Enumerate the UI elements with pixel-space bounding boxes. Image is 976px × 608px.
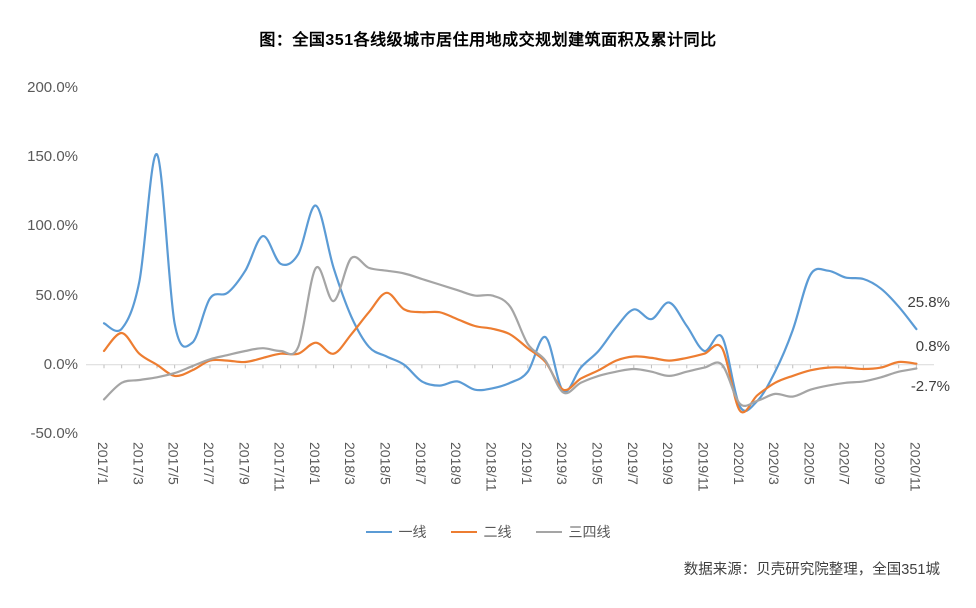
x-tick-label: 2019/11 (695, 442, 712, 492)
y-tick-label: 150.0% (27, 148, 78, 166)
series-line-1 (102, 291, 918, 414)
x-tick-label: 2019/1 (518, 442, 535, 485)
x-tick-label: 2018/11 (483, 442, 500, 492)
source-note: 数据来源：贝壳研究院整理，全国351城 (683, 562, 940, 578)
x-tick-label: 2019/3 (554, 442, 571, 485)
x-tick-label: 2020/3 (766, 442, 783, 485)
x-tick-label: 2020/9 (872, 442, 889, 485)
x-tick-label: 2018/1 (306, 442, 323, 485)
x-tick-label: 2020/7 (836, 442, 853, 485)
x-tick-label: 2019/5 (589, 442, 606, 485)
legend-swatch-icon (535, 530, 562, 534)
legend-swatch-icon (450, 530, 477, 534)
y-tick-label: 200.0% (27, 79, 78, 96)
x-tick-label: 2020/1 (730, 442, 747, 485)
legend-label: 二线 (483, 524, 512, 540)
x-tick-label: 2018/3 (342, 442, 359, 485)
legend-label: 三四线 (568, 524, 611, 540)
x-tick-label: 2017/3 (130, 442, 147, 485)
x-tick-label: 2020/11 (907, 442, 924, 492)
x-tick-label: 2017/1 (95, 442, 111, 485)
series-end-label-tier34: -2.7% (910, 378, 950, 395)
x-tick-label: 2018/9 (448, 442, 465, 485)
x-tick-label: 2017/9 (236, 442, 253, 485)
legend-item-1: 二线 (450, 522, 512, 542)
x-tick-label: 2017/11 (271, 442, 288, 492)
series-end-label-tier1: 25.8% (907, 294, 950, 311)
x-tick-label: 2018/5 (377, 442, 394, 485)
x-tick-label: 2019/7 (624, 442, 641, 485)
series-line-2 (102, 255, 918, 407)
legend-label: 一线 (398, 524, 427, 540)
chart-title: 图：全国351各线级城市居住用地成交规划建筑面积及累计同比 (259, 32, 717, 49)
series-line-0 (102, 153, 918, 412)
y-tick-label: 100.0% (27, 217, 78, 235)
y-tick-label: 0.0% (43, 355, 78, 373)
legend-item-0: 一线 (365, 522, 427, 542)
x-tick-label: 2017/5 (165, 442, 182, 485)
y-tick-label: -50.0% (30, 425, 78, 442)
legend-swatch-icon (365, 530, 392, 534)
x-axis: 2017/1 2017/3 2017/5 2017/7 2017/9 2017/11 201… (95, 442, 924, 492)
legend-item-2: 三四线 (535, 522, 611, 542)
y-axis: 200.0% 150.0% 100.0% 50.0% 0.0% -50.0% (8, 0, 78, 460)
x-tick-label: 2017/7 (200, 442, 217, 485)
series-end-label-tier2: 0.8% (915, 338, 950, 355)
y-tick-label: 50.0% (35, 286, 78, 304)
x-tick-label: 2018/7 (412, 442, 429, 485)
x-tick-label: 2020/5 (801, 442, 818, 485)
x-tick-label: 2019/9 (660, 442, 677, 485)
legend: 一线 二线 三四线 (0, 522, 976, 542)
